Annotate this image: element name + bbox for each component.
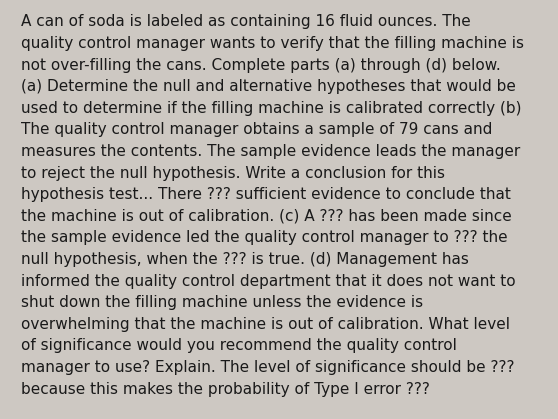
Text: A can of soda is labeled as containing 16 fluid ounces. The
quality control mana: A can of soda is labeled as containing 1… bbox=[21, 15, 524, 397]
